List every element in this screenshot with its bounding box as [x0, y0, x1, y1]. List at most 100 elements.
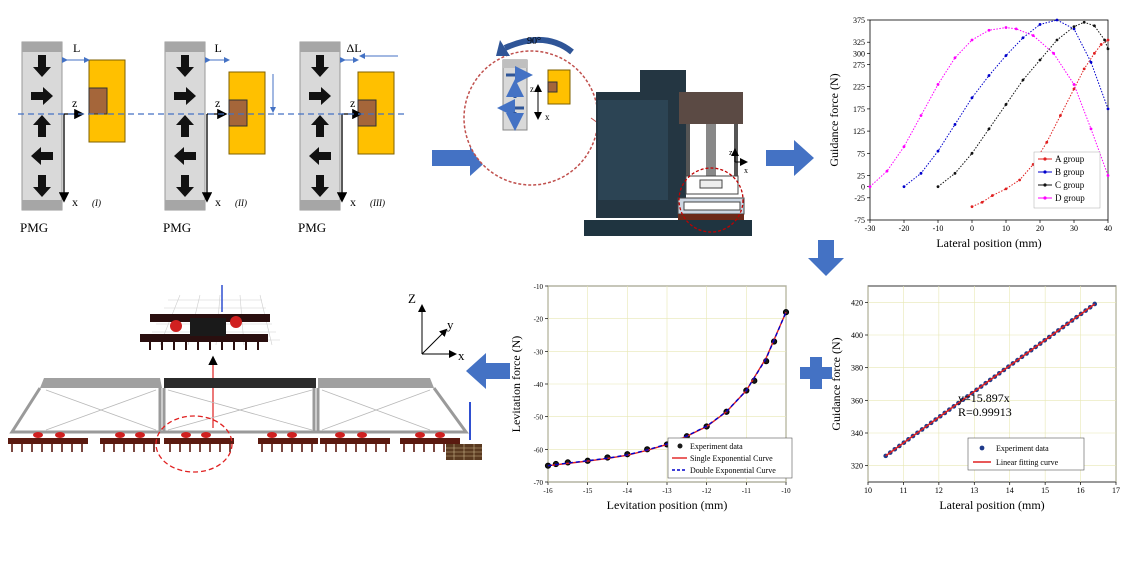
legend-label: C group — [1055, 180, 1085, 190]
linear-fit-line — [885, 303, 1096, 457]
y-axis-label: Levitation force (N) — [509, 336, 523, 433]
x-tick-label: 15 — [1041, 486, 1049, 495]
z-label: z — [350, 96, 355, 110]
data-point — [1082, 67, 1086, 71]
data-point — [1004, 26, 1008, 29]
x-tick-label: 16 — [1077, 486, 1085, 495]
y-axis-label: Guidance force (N) — [829, 337, 843, 430]
x-label: x — [215, 195, 221, 209]
magnet-arrow-down — [176, 175, 194, 197]
x-tick-label: -10 — [933, 224, 944, 233]
y-tick-label: -40 — [534, 381, 544, 389]
legend-label: Experiment data — [690, 442, 743, 451]
pmg-panel-1: z x (I) L PMG — [20, 41, 126, 235]
data-point — [1103, 38, 1106, 42]
data-point — [980, 200, 984, 204]
pmg-top-plate — [165, 42, 205, 52]
magnet-arrow-up — [176, 115, 194, 137]
rotation-inset: 90° z x — [463, 36, 599, 186]
data-point — [953, 56, 957, 60]
pmg-panel-2: z x (II) L PMG — [163, 41, 276, 235]
vehicle-axes: Z y x — [408, 291, 465, 363]
data-point — [1082, 20, 1086, 24]
legend-box — [967, 437, 1085, 471]
y-tick-label: 320 — [851, 462, 863, 471]
data-point — [936, 185, 940, 189]
legend: A group B group C group D group — [1033, 151, 1101, 209]
magnet-arrow-left — [309, 147, 331, 165]
data-point — [1038, 58, 1042, 62]
plus-sign — [800, 357, 832, 389]
pmg-bottom-plate — [22, 200, 62, 210]
machine-x-label: x — [744, 166, 748, 175]
rotation-arrow — [503, 36, 574, 55]
inset-core — [547, 81, 558, 93]
data-point — [953, 123, 957, 126]
x-tick-label: -10 — [781, 487, 791, 495]
magnet-arrow-down — [33, 175, 51, 197]
data-point — [1106, 47, 1110, 51]
machine-highlight — [678, 167, 744, 233]
data-point — [1004, 103, 1008, 106]
y-tick-label: -75 — [854, 216, 865, 225]
y-tick-label: 325 — [853, 38, 865, 47]
core-block — [88, 87, 108, 115]
inset-pmg — [497, 59, 533, 131]
x-axis-label: Lateral position (mm) — [936, 236, 1041, 250]
legend: Experiment data Linear fitting curve — [967, 437, 1085, 471]
x-tick-label: 17 — [1112, 486, 1120, 495]
data-point — [987, 74, 991, 77]
data-point — [1072, 27, 1076, 31]
x-label: x — [72, 195, 78, 209]
vehicle-z-label: Z — [408, 291, 416, 306]
data-point — [1089, 127, 1093, 131]
flow-arrow-left — [466, 353, 510, 389]
rotation-label: 90° — [527, 36, 541, 47]
y-tick-label: 380 — [851, 364, 863, 373]
legend-marker — [1043, 183, 1047, 187]
pmg-label: PMG — [20, 220, 48, 235]
gap-label: ΔL — [347, 41, 362, 55]
data-point — [970, 151, 974, 155]
stage-label: (II) — [235, 198, 247, 208]
y-tick-label: 340 — [851, 429, 863, 438]
legend-marker — [979, 445, 985, 451]
fit-r-value: R=0.99913 — [958, 405, 1012, 419]
y-tick-label: 225 — [853, 83, 865, 92]
pmg-top-plate — [22, 42, 62, 52]
y-tick-label: 25 — [857, 172, 865, 181]
data-point — [1038, 23, 1042, 26]
data-point — [885, 169, 889, 173]
stage-label: (I) — [92, 198, 101, 208]
data-point — [902, 185, 906, 189]
x-tick-label: 0 — [970, 224, 974, 233]
core-block — [357, 99, 377, 127]
data-point — [953, 171, 957, 175]
flow-arrow-down — [808, 240, 844, 276]
magnet-arrow-up — [33, 115, 51, 137]
legend-label: Single Exponential Curve — [690, 454, 773, 463]
legend-marker — [677, 443, 683, 449]
y-tick-label: 420 — [851, 298, 863, 307]
pmg-top-plate — [300, 42, 340, 52]
magnet-arrow-down — [311, 175, 329, 197]
data-point — [1014, 27, 1018, 31]
rotation-arrow-head — [496, 40, 510, 56]
x-label: x — [350, 195, 356, 209]
chart-levitation: -16 -15 -14 -13 -12 -11 -10 -70 -60 -50 -40 -30 -20 -… — [509, 283, 793, 512]
data-point — [1072, 83, 1076, 86]
inset-x-label: x — [545, 112, 550, 122]
pmg-label: PMG — [163, 220, 191, 235]
x-tick-label: 12 — [935, 486, 943, 495]
x-tick-label: -11 — [742, 487, 752, 495]
x-tick-label: -20 — [899, 224, 910, 233]
legend-label: A group — [1055, 154, 1085, 164]
pmg-bottom-plate — [300, 200, 340, 210]
test-machine: z x — [584, 70, 752, 236]
data-point — [936, 149, 940, 153]
x-tick-label: 40 — [1104, 224, 1112, 233]
legend-marker — [1043, 157, 1047, 161]
y-tick-label: -10 — [534, 283, 544, 291]
data-point — [1106, 174, 1110, 177]
